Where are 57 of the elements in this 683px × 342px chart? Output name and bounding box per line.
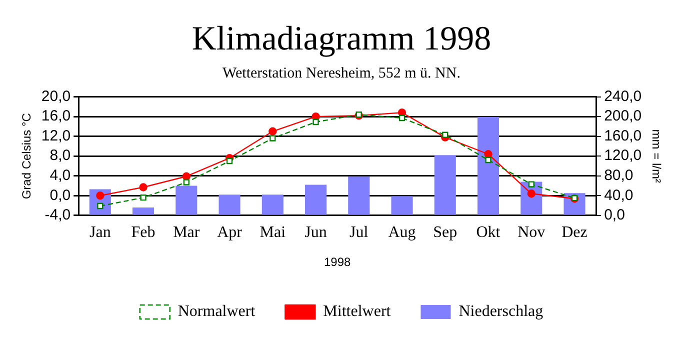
y2-tick-label: 40,0	[604, 186, 634, 204]
x-tick-label: Sep	[433, 224, 458, 242]
y2-tick-label: 240,0	[604, 88, 642, 105]
point	[442, 132, 448, 138]
point	[270, 135, 276, 142]
y2-axis-title: mm = l/m²	[649, 129, 664, 183]
x-tick-label: Apr	[217, 224, 243, 242]
y-axis-title: Grad Celsius °C	[20, 112, 34, 200]
point	[140, 194, 146, 201]
y-tick-label: 12,0	[41, 127, 71, 144]
point	[485, 156, 492, 164]
point	[527, 190, 536, 198]
y-tick-label: 20,0	[41, 88, 71, 105]
point	[97, 202, 104, 210]
bar	[477, 117, 500, 215]
y2-tick-label: 160,0	[604, 127, 642, 144]
point	[183, 179, 190, 186]
y-tick-label: 4,0	[50, 167, 71, 184]
bar	[262, 194, 284, 215]
chart-title: Klimadiagramm 1998	[192, 20, 492, 58]
x-tick-label: Mai	[260, 224, 286, 242]
bar	[218, 194, 240, 215]
x-tick-label: Jun	[304, 224, 327, 242]
point	[398, 114, 406, 122]
x-axis-title: 1998	[324, 255, 351, 270]
bar	[434, 155, 456, 215]
y2-tick-label: 0,0	[604, 206, 625, 224]
x-tick-label: Okt	[476, 224, 501, 242]
point	[139, 183, 148, 192]
point	[96, 192, 104, 200]
legend-label: Mittelwert	[323, 303, 392, 320]
y2-tick-label: 200,0	[604, 108, 642, 125]
x-tick-label: Jan	[89, 224, 111, 242]
bar	[391, 196, 413, 215]
bar	[132, 207, 154, 215]
x-tick-label: Nov	[518, 224, 546, 242]
y-tick-label: 16,0	[41, 108, 71, 125]
point	[528, 181, 534, 188]
point	[312, 118, 319, 126]
x-tick-label: Aug	[388, 224, 416, 242]
y-tick-label: 0,0	[50, 186, 71, 204]
x-tick-label: Dez	[562, 224, 588, 242]
y2-tick-label: 80,0	[604, 167, 634, 184]
x-tick-label: Feb	[131, 224, 156, 242]
point	[226, 158, 233, 164]
bar	[176, 186, 198, 215]
bar	[304, 184, 327, 215]
chart-subtitle: Wetterstation Neresheim, 552 m ü. NN.	[222, 66, 460, 82]
y2-tick-label: 120,0	[604, 147, 642, 164]
legend-label: Normalwert	[178, 303, 256, 320]
y-tick-label: 8,0	[50, 147, 71, 164]
bar	[348, 176, 370, 215]
point	[268, 127, 277, 136]
x-tick-label: Jul	[350, 224, 369, 242]
x-tick-label: Mar	[173, 224, 200, 242]
legend-label: Niederschlag	[458, 303, 544, 320]
y-tick-label: -4,0	[44, 206, 71, 224]
